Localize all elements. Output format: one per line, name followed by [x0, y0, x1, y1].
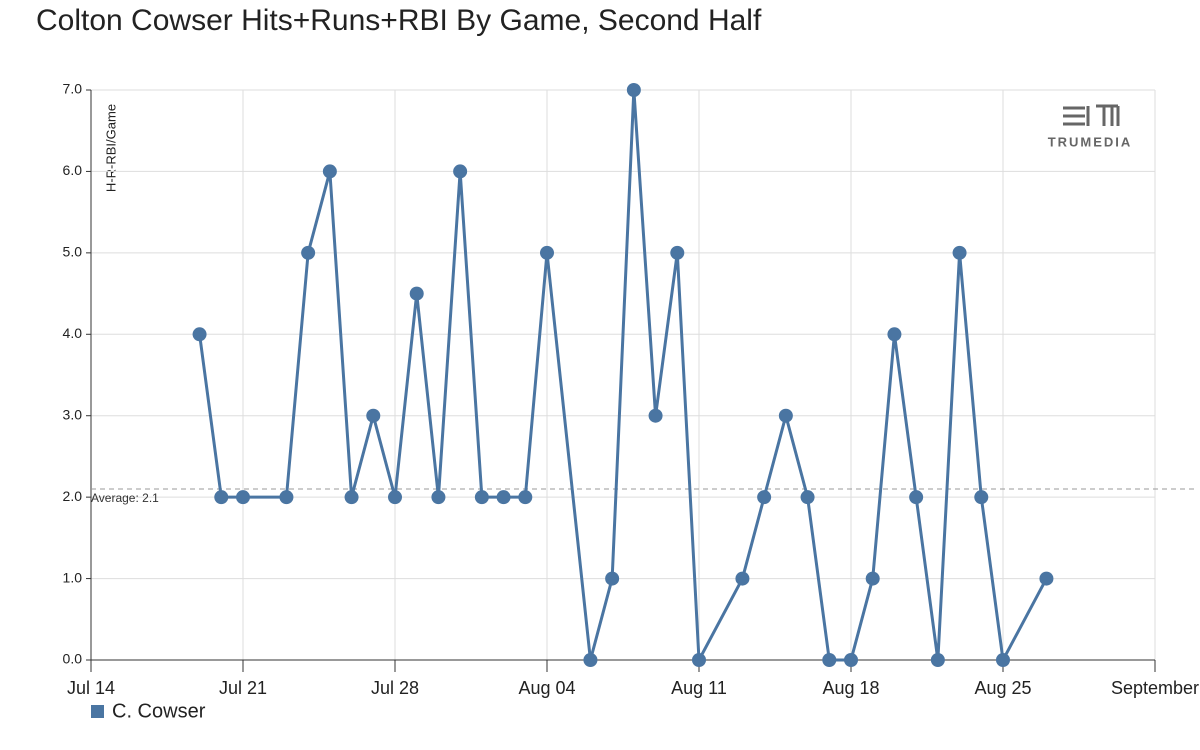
logo: TRUMEDIA [1048, 104, 1133, 149]
point [757, 490, 772, 505]
y-tick-label: 5.0 [63, 244, 83, 260]
point [909, 490, 924, 505]
point [236, 490, 250, 505]
point [605, 571, 620, 586]
chart-title: Colton Cowser Hits+Runs+RBI By Game, Sec… [36, 4, 762, 37]
x-tick-label: Aug 11 [671, 678, 727, 698]
point [800, 490, 815, 505]
point [192, 327, 207, 342]
point [366, 408, 381, 423]
point [301, 245, 316, 260]
point [822, 653, 837, 667]
point [214, 490, 229, 505]
x-tick-label: September [1111, 678, 1199, 698]
y-tick-label: 4.0 [63, 325, 83, 341]
point [344, 490, 359, 505]
logo-text: TRUMEDIA [1048, 134, 1133, 149]
point [692, 653, 706, 667]
logo-icon [1063, 104, 1120, 126]
y-axis-label: H-R-RBI/Game [103, 104, 118, 192]
x-tick-label: Jul 28 [371, 678, 419, 698]
point [952, 245, 967, 260]
point [496, 490, 511, 505]
y-tick-label: 2.0 [63, 488, 83, 504]
point [322, 164, 337, 179]
point [453, 164, 468, 179]
x-tick-label: Aug 04 [518, 678, 575, 698]
point [626, 83, 641, 97]
point [583, 653, 598, 667]
point [670, 245, 685, 260]
y-tick-label: 3.0 [63, 406, 83, 422]
x-tick-label: Jul 21 [219, 678, 267, 698]
y-tick-label: 1.0 [63, 569, 83, 585]
point [648, 408, 663, 423]
point [431, 490, 446, 505]
point [735, 571, 750, 586]
point [930, 653, 945, 667]
point [409, 286, 424, 301]
point [844, 653, 858, 667]
point [974, 490, 989, 505]
series-line [198, 89, 1048, 666]
x-tick-label: Jul 14 [67, 678, 115, 698]
point [474, 490, 489, 505]
y-tick-label: 0.0 [63, 651, 83, 667]
x-tick-label: Aug 18 [822, 678, 879, 698]
point [887, 327, 902, 342]
point [1039, 571, 1054, 586]
point [996, 653, 1010, 667]
x-tick-label: Aug 25 [974, 678, 1031, 698]
point [540, 245, 554, 260]
point [778, 408, 793, 423]
y-tick-label: 7.0 [63, 81, 83, 97]
point [865, 571, 880, 586]
average-label: Average: 2.1 [91, 491, 159, 505]
legend-label: C. Cowser [112, 700, 206, 722]
y-tick-label: 6.0 [63, 162, 83, 178]
point [388, 490, 402, 505]
point [279, 490, 294, 505]
legend-swatch [91, 705, 104, 718]
point [518, 490, 533, 505]
